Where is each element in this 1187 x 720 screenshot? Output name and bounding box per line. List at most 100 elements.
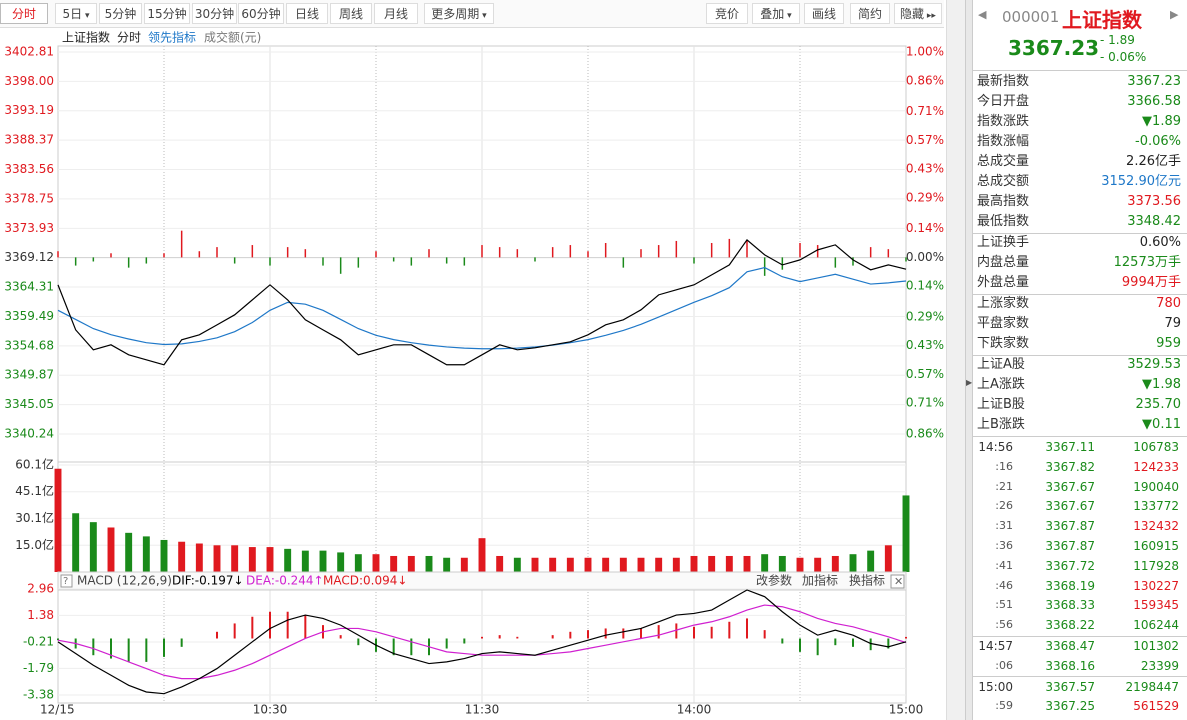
trade-volume: 130227 <box>1133 578 1179 593</box>
indicator-button[interactable]: 换指标 <box>849 573 885 588</box>
legend-item: 分时 <box>117 31 141 45</box>
close-icon: ✕ <box>894 575 903 588</box>
help-icon: ? <box>63 576 68 587</box>
trade-volume: 159345 <box>1133 598 1179 613</box>
y2-tick-label: 0.86% <box>906 73 944 87</box>
y-tick-label: -1.79 <box>23 661 54 675</box>
quote-value: 959 <box>1156 336 1181 351</box>
indicator-title: MACD (12,26,9) <box>77 574 172 588</box>
trade-price: 3367.25 <box>1045 699 1095 714</box>
trade-price: 3367.57 <box>1045 679 1095 694</box>
trade-price: 3367.82 <box>1045 459 1095 474</box>
quote-value: 3366.58 <box>1127 94 1181 109</box>
trade-time: :16 <box>995 459 1013 473</box>
trade-row: :21 3367.67 190040 <box>972 477 1187 497</box>
toolbar-button[interactable]: 5日 <box>55 3 97 24</box>
panel-frame <box>57 589 907 704</box>
trade-time: 14:57 <box>978 639 1013 653</box>
trade-time: :41 <box>995 558 1013 572</box>
y-tick-label: 1.38 <box>27 608 54 622</box>
toolbar-button[interactable]: 周线 <box>330 3 372 24</box>
y2-tick-label: 0.14% <box>906 221 944 235</box>
price-change-pct: - 0.06% <box>1100 50 1147 64</box>
trade-volume: 132432 <box>1133 519 1179 534</box>
toolbar-button[interactable]: 简约 <box>850 3 890 24</box>
quote-row: 上证换手 0.60% <box>972 233 1187 253</box>
trade-row: 15:00 3367.57 2198447 <box>972 677 1187 697</box>
trade-price: 3367.11 <box>1045 440 1095 454</box>
trade-volume: 117928 <box>1133 558 1179 573</box>
toolbar-button[interactable]: 15分钟 <box>144 3 190 24</box>
toolbar-button[interactable]: 隐藏 <box>894 3 942 24</box>
trade-price: 3368.33 <box>1045 598 1095 613</box>
volume-bar <box>89 522 97 572</box>
trade-row: :26 3367.67 133772 <box>972 496 1187 516</box>
trade-price: 3367.87 <box>1045 519 1095 534</box>
y2-tick-label: 0.29% <box>906 309 944 323</box>
y2-tick-label: 0.71% <box>906 396 944 410</box>
quote-label: 指数涨幅 <box>977 134 1030 149</box>
indicator-button[interactable]: 改参数 <box>756 573 792 588</box>
panel-divider[interactable]: ▶ <box>965 0 973 720</box>
legend-item: 上证指数 <box>62 30 110 45</box>
y2-tick-label: 1.00% <box>906 45 944 59</box>
y2-tick-label: 0.00% <box>906 250 944 264</box>
volume-bar <box>407 555 415 572</box>
trade-price: 3367.87 <box>1045 539 1095 553</box>
quote-row: 最高指数 3373.56 <box>972 192 1187 212</box>
quote-row: 上A涨跌 ▼1.98 <box>972 375 1187 395</box>
y-tick-label: 3383.56 <box>4 162 54 176</box>
quote-label: 总成交量 <box>977 154 1030 169</box>
y2-tick-label: 0.57% <box>906 133 944 147</box>
volume-bar <box>531 557 539 572</box>
volume-bar <box>425 555 433 572</box>
toolbar-button[interactable]: 5分钟 <box>99 3 142 24</box>
volume-bar <box>566 557 574 572</box>
quote-label: 总成交额 <box>977 174 1030 189</box>
toolbar-button[interactable]: 30分钟 <box>192 3 237 24</box>
trade-volume: 133772 <box>1133 499 1179 514</box>
help-box <box>60 574 73 588</box>
trade-time: :56 <box>995 618 1013 632</box>
trade-price: 3367.23 <box>1045 716 1095 720</box>
trade-time: :59 <box>995 699 1013 713</box>
close-button[interactable] <box>890 574 905 589</box>
toolbar-button[interactable]: 叠加 <box>752 3 800 24</box>
volume-bar <box>460 557 468 572</box>
quote-label: 外盘总量 <box>977 275 1030 290</box>
y-tick-label: -0.21 <box>23 635 54 649</box>
volume-bar <box>372 554 380 572</box>
price-change: - 1.89 <box>1100 33 1135 47</box>
toolbar-button[interactable]: 更多周期 <box>424 3 494 24</box>
indicator-button[interactable]: 加指标 <box>802 573 838 588</box>
trade-row: :31 3367.87 132432 <box>972 516 1187 536</box>
y-tick-label: 45.1亿 <box>15 483 54 498</box>
quote-label: 今日开盘 <box>977 94 1030 109</box>
volume-bar <box>814 557 822 572</box>
quote-row: 上证B股 235.70 <box>972 395 1187 415</box>
y2-tick-label: 0.86% <box>906 427 944 441</box>
quote-row: 最新指数 3367.23 <box>972 72 1187 92</box>
x-tick-label: 15:00 <box>889 703 924 717</box>
trade-price: 3367.72 <box>1045 558 1095 573</box>
toolbar-button[interactable]: 日线 <box>286 3 328 24</box>
volume-bar <box>443 557 451 572</box>
quote-value: 3373.56 <box>1127 194 1181 209</box>
quote-label: 上A涨跌 <box>977 377 1025 392</box>
toolbar-button[interactable]: 60分钟 <box>238 3 284 24</box>
toolbar-button[interactable]: 月线 <box>374 3 418 24</box>
next-arrow[interactable]: ▶ <box>1170 8 1179 21</box>
volume-bar <box>796 557 804 572</box>
toolbar-button[interactable]: 竞价 <box>706 3 748 24</box>
trade-volume: 2198447 <box>1125 679 1179 694</box>
trade-volume: 160915 <box>1133 539 1179 553</box>
volume-bar <box>902 495 910 572</box>
quote-label: 上涨家数 <box>977 296 1030 311</box>
toolbar-button[interactable]: 分时 <box>0 3 48 24</box>
toolbar-button[interactable]: 画线 <box>804 3 844 24</box>
volume-bar <box>266 547 274 572</box>
volume-bar <box>672 557 680 572</box>
quote-row: 上涨家数 780 <box>972 294 1187 314</box>
volume-bar <box>708 555 716 572</box>
prev-arrow[interactable]: ◀ <box>978 8 987 21</box>
